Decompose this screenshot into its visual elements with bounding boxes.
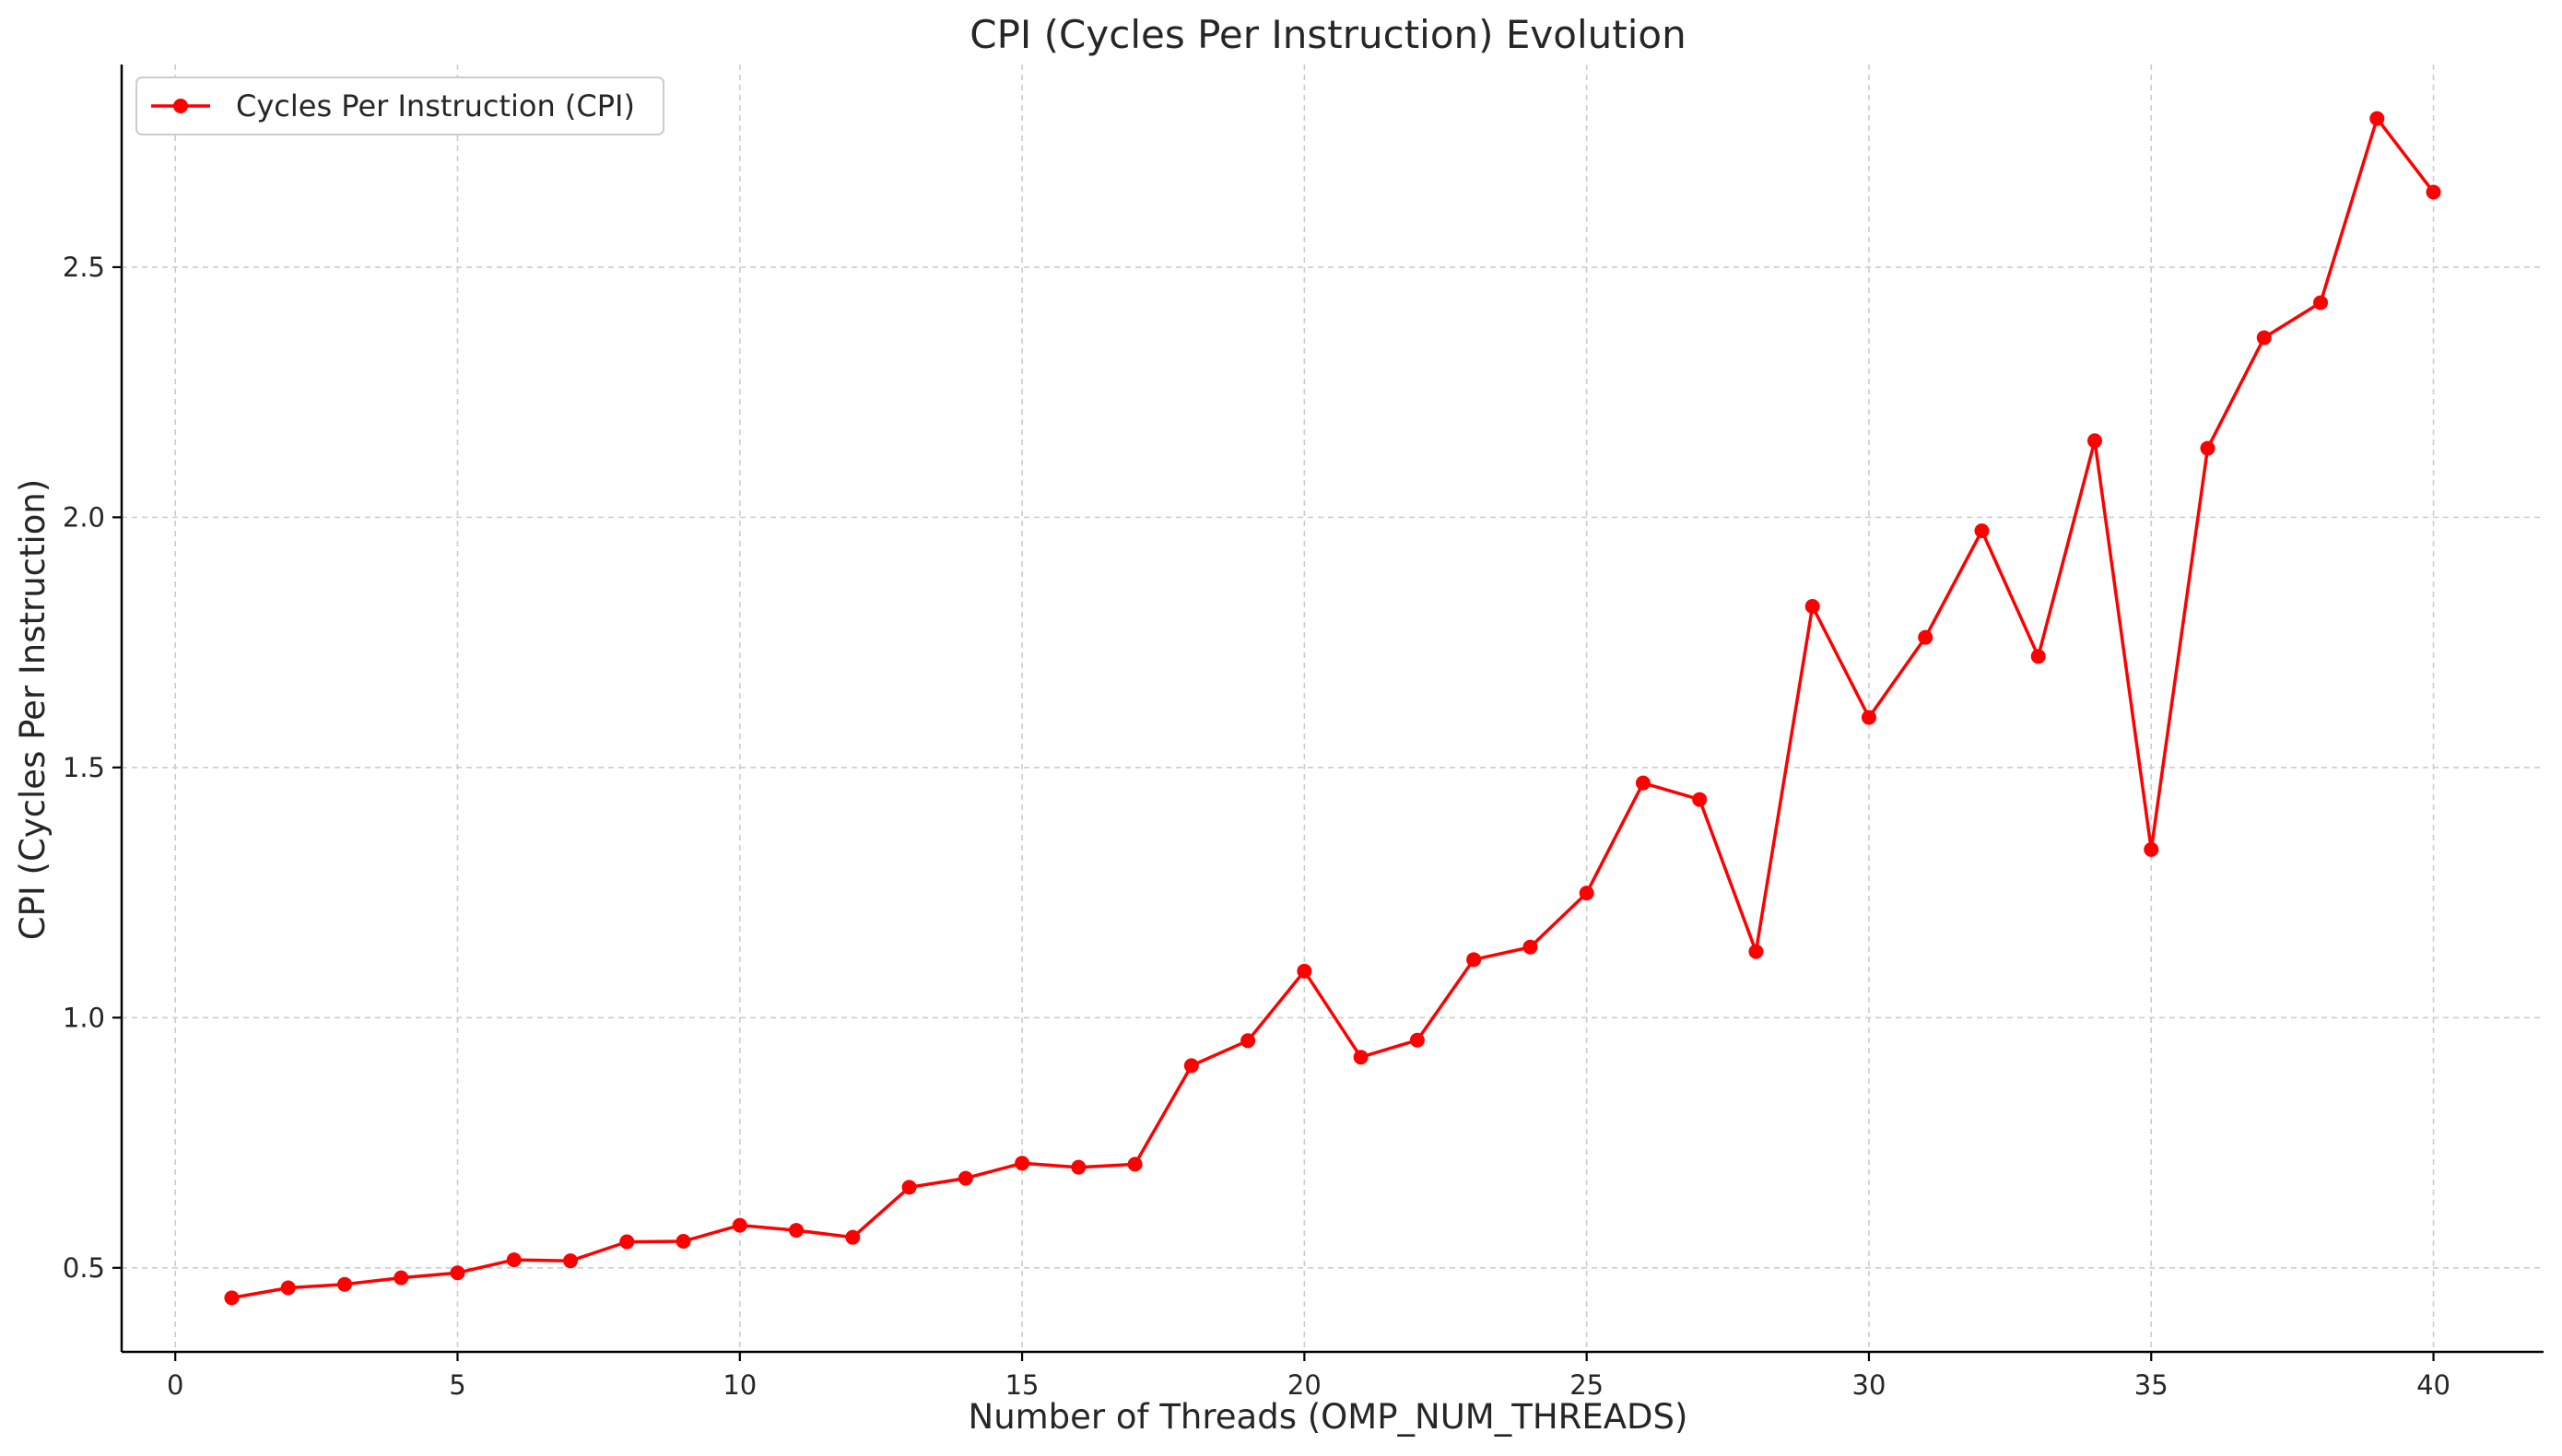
data-point (2369, 111, 2385, 126)
chart-title: CPI (Cycles Per Instruction) Evolution (970, 12, 1686, 57)
data-point (1692, 792, 1708, 807)
data-point (2086, 433, 2102, 449)
data-point (1918, 629, 1933, 645)
legend-label: Cycles Per Instruction (CPI) (236, 88, 635, 123)
y-tick-label: 2.5 (63, 252, 105, 283)
data-point (958, 1170, 973, 1186)
axis-ticks: 0 5 10 15 20 25 30 35 40 0.5 1.0 1.5 2.0 2.5 (63, 252, 2450, 1401)
x-tick-label: 30 (1852, 1369, 1886, 1401)
axes-spines (120, 65, 2544, 1354)
data-point (2256, 330, 2272, 346)
x-tick-label: 25 (1569, 1369, 1604, 1401)
data-point (901, 1180, 917, 1195)
series-layer (224, 111, 2441, 1306)
data-point (450, 1265, 465, 1281)
x-tick-label: 15 (1005, 1369, 1040, 1401)
data-point (1748, 944, 1764, 959)
data-point (2313, 295, 2329, 311)
x-axis-label: Number of Threads (OMP_NUM_THREADS) (969, 1397, 1688, 1437)
data-point (394, 1270, 409, 1286)
data-point (1466, 952, 1482, 968)
data-point (1015, 1156, 1030, 1171)
data-point (732, 1217, 747, 1233)
data-point (563, 1253, 579, 1269)
y-tick-label: 0.5 (63, 1252, 105, 1284)
data-point (224, 1290, 240, 1306)
data-point (1635, 775, 1651, 791)
data-point (1183, 1058, 1199, 1074)
x-tick-label: 20 (1287, 1369, 1322, 1401)
y-tick-label: 1.5 (63, 752, 105, 783)
data-point (1522, 939, 1538, 955)
data-point (1804, 599, 1820, 615)
data-point (1579, 886, 1594, 901)
data-point (789, 1223, 805, 1239)
legend: Cycles Per Instruction (CPI) (135, 76, 664, 135)
data-point (1353, 1050, 1369, 1065)
y-tick-label: 2.0 (63, 501, 105, 533)
data-point (1297, 963, 1312, 979)
y-axis-label: CPI (Cycles Per Instruction) (13, 479, 53, 941)
data-point (1974, 523, 1990, 539)
data-point (2030, 649, 2046, 664)
data-point (2426, 184, 2441, 200)
data-point (1127, 1157, 1143, 1172)
y-tick-label: 1.0 (63, 1002, 105, 1033)
data-point (676, 1234, 691, 1250)
data-point (1861, 710, 1876, 725)
x-tick-label: 40 (2416, 1369, 2450, 1401)
legend-box (135, 76, 664, 135)
x-tick-label: 5 (449, 1369, 465, 1401)
data-point (619, 1234, 635, 1250)
data-point (336, 1276, 352, 1292)
x-tick-label: 0 (167, 1369, 183, 1401)
data-point (2144, 841, 2159, 857)
x-tick-label: 10 (723, 1369, 757, 1401)
data-point (1409, 1032, 1425, 1048)
data-point (845, 1229, 861, 1245)
grid-lines (122, 65, 2544, 1352)
data-point (506, 1252, 522, 1268)
legend-marker-swatch (173, 99, 188, 113)
x-tick-label: 35 (2134, 1369, 2168, 1401)
series-line (231, 116, 2435, 1300)
data-point (1071, 1159, 1087, 1175)
data-point (2200, 440, 2215, 456)
data-point (280, 1280, 296, 1296)
data-point (1240, 1033, 1256, 1049)
